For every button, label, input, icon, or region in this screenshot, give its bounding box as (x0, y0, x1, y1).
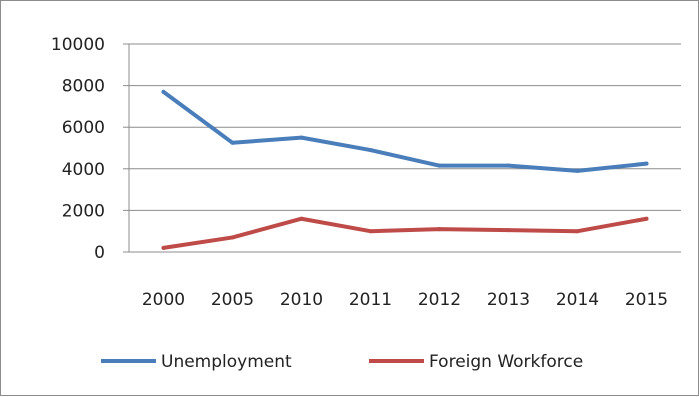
y-tick-label: 8000 (62, 77, 105, 97)
data-point (644, 216, 649, 221)
x-tick-label: 2014 (556, 290, 599, 310)
legend-label: Unemployment (161, 352, 292, 372)
data-point (368, 229, 373, 234)
x-tick-label: 2011 (349, 290, 392, 310)
series-line-unemployment (161, 89, 649, 173)
y-tick-label: 10000 (51, 35, 105, 55)
y-tick-label: 4000 (62, 160, 105, 180)
data-point (506, 228, 511, 233)
data-point (368, 148, 373, 153)
data-point (575, 229, 580, 234)
data-point (230, 235, 235, 240)
y-tick-label: 6000 (62, 118, 105, 138)
data-point (161, 89, 166, 94)
y-tick-labels: 0 2000 4000 6000 8000 10000 (51, 35, 105, 263)
series-line-foreign-workforce (161, 216, 649, 250)
x-tick-labels: 2000 2005 2010 2011 2012 2013 2014 2015 (142, 290, 668, 310)
series-lines (161, 89, 649, 250)
legend: Unemployment Foreign Workforce (101, 352, 583, 372)
data-point (506, 163, 511, 168)
axes (123, 43, 681, 253)
x-tick-label: 2010 (280, 290, 323, 310)
data-point (299, 216, 304, 221)
data-point (437, 163, 442, 168)
legend-label: Foreign Workforce (429, 352, 583, 372)
y-tick-label: 0 (94, 243, 105, 263)
data-point (161, 245, 166, 250)
x-tick-label: 2013 (487, 290, 530, 310)
x-tick-label: 2000 (142, 290, 185, 310)
data-point (575, 168, 580, 173)
data-point (437, 227, 442, 232)
data-point (230, 140, 235, 145)
x-tick-label: 2012 (418, 290, 461, 310)
y-tick-label: 2000 (62, 201, 105, 221)
x-tick-label: 2015 (625, 290, 668, 310)
x-tick-label: 2005 (211, 290, 254, 310)
data-point (644, 161, 649, 166)
data-point (299, 135, 304, 140)
